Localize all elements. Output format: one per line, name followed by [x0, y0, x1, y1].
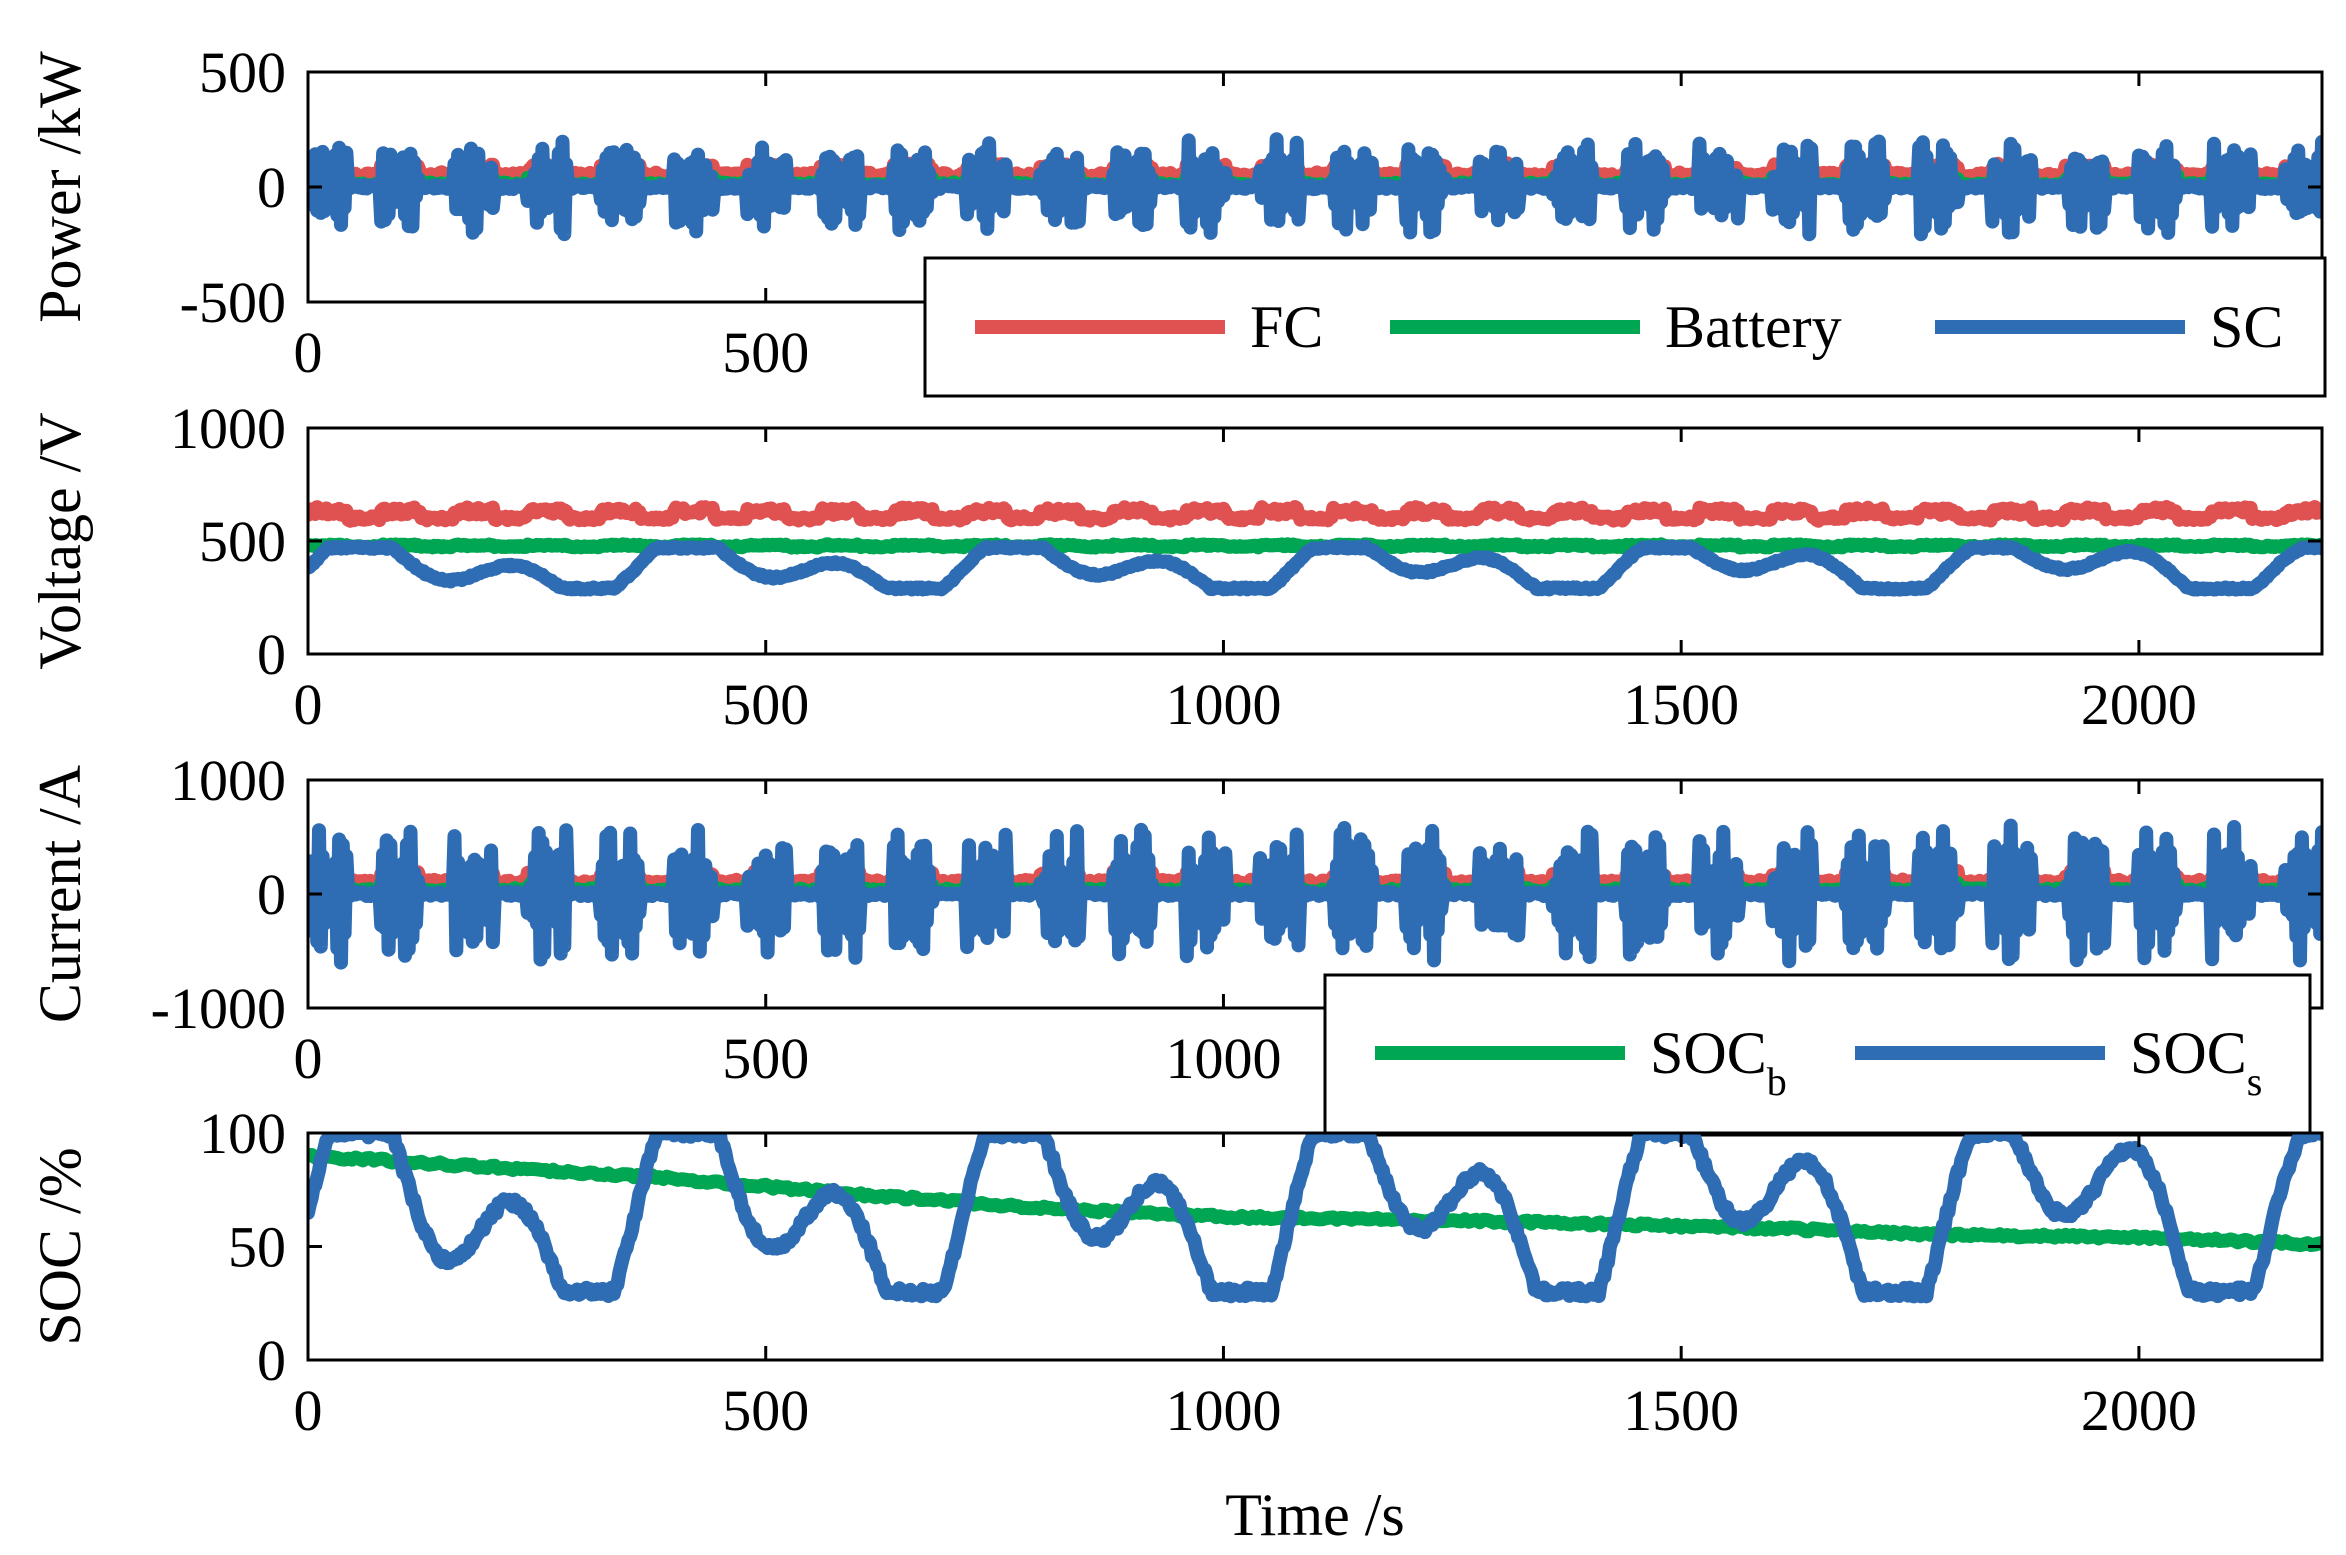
series-group — [308, 132, 2322, 242]
x-tick-label: 1500 — [1623, 1378, 1739, 1443]
x-tick-label: 500 — [722, 320, 809, 385]
y-tick-label: 500 — [199, 40, 286, 105]
x-tick-label: 0 — [294, 672, 323, 737]
y-tick-label: 0 — [257, 155, 286, 220]
x-tick-label: 2000 — [2081, 1378, 2197, 1443]
y-tick-label: 100 — [199, 1101, 286, 1166]
y-axis-title: SOC /% — [27, 1147, 93, 1345]
series-socb-line — [308, 1148, 2322, 1253]
y-axis-title: Voltage /V — [27, 412, 93, 669]
series-sc-line — [308, 539, 2322, 597]
x-tick-label: 1500 — [1623, 672, 1739, 737]
x-tick-label: 1000 — [1165, 1026, 1281, 1091]
series-group — [308, 500, 2322, 597]
y-tick-label: 500 — [199, 509, 286, 574]
x-tick-label: 2000 — [2081, 672, 2197, 737]
x-tick-label: 500 — [722, 1378, 809, 1443]
series-sc-line — [308, 818, 2322, 970]
series-group — [308, 818, 2322, 970]
series-fc-line — [308, 500, 2322, 528]
legend-label-battery: Battery — [1665, 294, 1842, 360]
series-socs-line — [308, 1133, 2322, 1304]
y-tick-label: 1000 — [170, 396, 286, 461]
legend-subscript: b — [1767, 1059, 1787, 1104]
y-tick-label: 1000 — [170, 748, 286, 813]
y-tick-label: 0 — [257, 862, 286, 927]
panel-2: 1000 500 00 500 1000 1500 2000 Voltage /V — [27, 396, 2324, 737]
x-tick-label: 0 — [294, 320, 323, 385]
x-tick-label: 1000 — [1165, 1378, 1281, 1443]
x-axis-title: Time /s — [1225, 1482, 1405, 1548]
x-tick-label: 500 — [722, 672, 809, 737]
legend-label-fc: FC — [1250, 294, 1323, 360]
y-axis-title: Power /kW — [27, 51, 93, 323]
y-tick-label: -1000 — [151, 976, 286, 1041]
y-tick-label: -500 — [180, 270, 286, 335]
legend: FC Battery SC — [923, 256, 2327, 398]
x-tick-label: 1000 — [1165, 672, 1281, 737]
series-sc-line — [308, 132, 2322, 242]
y-tick-label: 50 — [228, 1215, 286, 1280]
legend: SOCb SOCs — [1323, 973, 2312, 1137]
legend-label-sc: SC — [2210, 294, 2283, 360]
y-axis-title: Current /A — [27, 765, 93, 1023]
x-tick-label: 0 — [294, 1378, 323, 1443]
y-tick-label: 0 — [257, 1328, 286, 1393]
x-tick-label: 500 — [722, 1026, 809, 1091]
legend-subscript: s — [2247, 1059, 2263, 1104]
series-group — [308, 1133, 2322, 1304]
x-tick-label: 0 — [294, 1026, 323, 1091]
y-tick-label: 0 — [257, 622, 286, 687]
